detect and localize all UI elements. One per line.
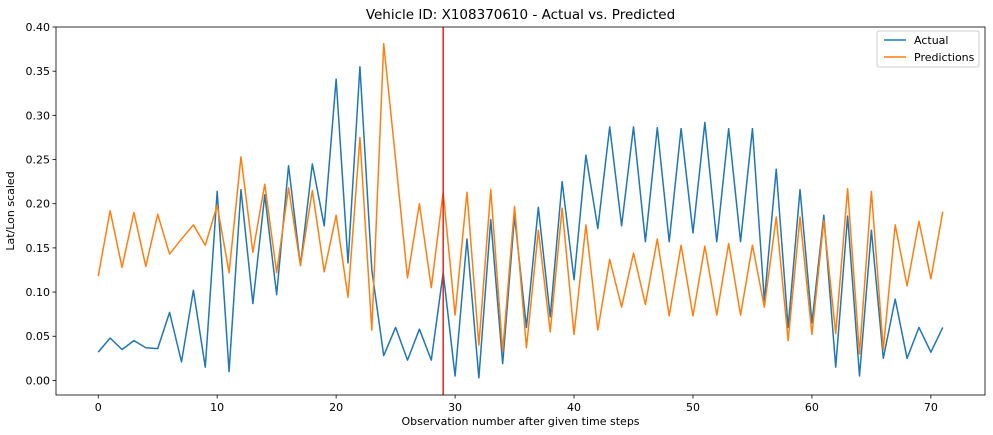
legend-label-actual: Actual — [914, 34, 948, 47]
x-tick-label: 50 — [686, 401, 700, 414]
y-tick-label: 0.20 — [26, 198, 51, 211]
legend: Actual Predictions — [876, 30, 980, 68]
y-axis-title: Lat/Lon scaled — [4, 171, 17, 250]
x-axis: 0 10 20 30 40 50 60 70 — [95, 395, 938, 414]
x-tick-label: 10 — [210, 401, 224, 414]
x-tick-label: 70 — [924, 401, 938, 414]
y-tick-label: 0.05 — [26, 330, 51, 343]
x-tick-label: 30 — [448, 401, 462, 414]
plot-area — [56, 27, 985, 395]
y-tick-label: 0.00 — [26, 374, 51, 387]
y-tick-label: 0.15 — [26, 242, 51, 255]
x-tick-label: 0 — [95, 401, 102, 414]
y-axis: 0.00 0.05 0.10 0.15 0.20 0.25 0.30 0.35 0.40 — [26, 21, 56, 387]
legend-label-predictions: Predictions — [914, 51, 975, 64]
series-line-predictions — [97, 43, 944, 355]
y-tick-label: 0.10 — [26, 286, 51, 299]
x-tick-label: 60 — [805, 401, 819, 414]
x-tick-label: 40 — [567, 401, 581, 414]
chart-title: Vehicle ID: X108370610 - Actual vs. Pred… — [366, 7, 675, 23]
y-tick-label: 0.40 — [26, 21, 51, 34]
series-lines — [97, 43, 944, 379]
x-axis-title: Observation number after given time step… — [401, 415, 639, 428]
x-tick-label: 20 — [329, 401, 343, 414]
y-tick-label: 0.30 — [26, 109, 51, 122]
plot-frame — [55, 26, 986, 396]
y-tick-label: 0.25 — [26, 154, 51, 167]
y-tick-label: 0.35 — [26, 65, 51, 78]
